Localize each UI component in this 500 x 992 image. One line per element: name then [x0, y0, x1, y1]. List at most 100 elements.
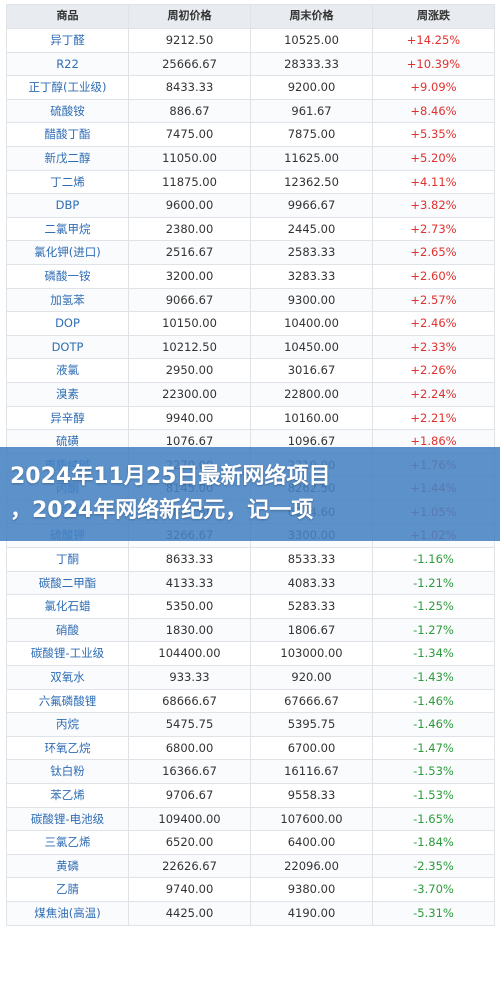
table-row: 二氯甲烷 2380.00 2445.00 +2.73%	[6, 216, 495, 242]
start-price-cell: 7475.00	[128, 122, 251, 147]
weekly-change-cell: -1.43%	[372, 665, 495, 690]
start-price-cell: 9066.67	[128, 287, 251, 313]
product-name-cell: R22	[6, 51, 129, 77]
end-price-cell: 103000.00	[250, 641, 373, 667]
product-name-cell: 丁二烯	[6, 169, 129, 195]
price-table-container: 商品 周初价格 周末价格 周涨跌 异丁醛 9212.50 10525.00 +14.2…	[6, 4, 495, 926]
title-banner: 2024年11月25日最新网络项目 ，2024年网络新纪元，记一项	[0, 447, 500, 541]
start-price-cell: 2950.00	[128, 358, 251, 383]
header-product: 商品	[6, 4, 129, 29]
weekly-change-cell: -2.35%	[372, 853, 495, 879]
table-row: DBP 9600.00 9966.67 +3.82%	[6, 193, 495, 218]
end-price-cell: 12362.50	[250, 169, 373, 195]
product-name-cell: 正丁醇(工业级)	[6, 75, 129, 100]
end-price-cell: 28333.33	[250, 51, 373, 77]
end-price-cell: 9558.33	[250, 783, 373, 808]
product-name-cell: 乙腈	[6, 877, 129, 902]
start-price-cell: 104400.00	[128, 641, 251, 667]
table-row: 氯化钾(进口) 2516.67 2583.33 +2.65%	[6, 240, 495, 265]
end-price-cell: 4083.33	[250, 570, 373, 596]
product-name-cell: 异丁醛	[6, 28, 129, 53]
end-price-cell: 5283.33	[250, 594, 373, 619]
end-price-cell: 4190.00	[250, 900, 373, 926]
start-price-cell: 10212.50	[128, 334, 251, 360]
start-price-cell: 22626.67	[128, 853, 251, 879]
table-row: 氯化石蜡 5350.00 5283.33 -1.25%	[6, 594, 495, 619]
product-name-cell: 黄磷	[6, 853, 129, 879]
product-name-cell: 环氧乙烷	[6, 735, 129, 761]
weekly-change-cell: +9.09%	[372, 75, 495, 100]
weekly-change-cell: +4.11%	[372, 169, 495, 195]
end-price-cell: 3016.67	[250, 358, 373, 383]
start-price-cell: 6800.00	[128, 735, 251, 761]
product-name-cell: 磷酸一铵	[6, 263, 129, 289]
end-price-cell: 22800.00	[250, 381, 373, 407]
weekly-change-cell: +14.25%	[372, 28, 495, 53]
end-price-cell: 9966.67	[250, 193, 373, 218]
start-price-cell: 8633.33	[128, 547, 251, 572]
weekly-change-cell: +8.46%	[372, 98, 495, 124]
weekly-change-cell: +5.20%	[372, 145, 495, 171]
start-price-cell: 11875.00	[128, 169, 251, 195]
table-row: 钛白粉 16366.67 16116.67 -1.53%	[6, 759, 495, 784]
table-row: 硫酸铵 886.67 961.67 +8.46%	[6, 98, 495, 124]
end-price-cell: 7875.00	[250, 122, 373, 147]
table-row: 丁酮 8633.33 8533.33 -1.16%	[6, 547, 495, 572]
table-row: 丙烷 5475.75 5395.75 -1.46%	[6, 712, 495, 737]
product-name-cell: 煤焦油(高温)	[6, 900, 129, 926]
end-price-cell: 920.00	[250, 665, 373, 690]
start-price-cell: 10150.00	[128, 311, 251, 336]
table-row: 六氟磷酸锂 68666.67 67666.67 -1.46%	[6, 688, 495, 714]
start-price-cell: 16366.67	[128, 759, 251, 784]
weekly-change-cell: +2.65%	[372, 240, 495, 265]
start-price-cell: 9212.50	[128, 28, 251, 53]
end-price-cell: 6700.00	[250, 735, 373, 761]
end-price-cell: 5395.75	[250, 712, 373, 737]
start-price-cell: 11050.00	[128, 145, 251, 171]
weekly-change-cell: -1.47%	[372, 735, 495, 761]
end-price-cell: 3283.33	[250, 263, 373, 289]
weekly-change-cell: -1.16%	[372, 547, 495, 572]
product-name-cell: 丙烷	[6, 712, 129, 737]
end-price-cell: 10400.00	[250, 311, 373, 336]
weekly-change-cell: -1.53%	[372, 783, 495, 808]
weekly-change-cell: +2.46%	[372, 311, 495, 336]
start-price-cell: 9706.67	[128, 783, 251, 808]
product-name-cell: 氯化石蜡	[6, 594, 129, 619]
weekly-change-cell: -1.84%	[372, 830, 495, 855]
table-row: DOP 10150.00 10400.00 +2.46%	[6, 311, 495, 336]
end-price-cell: 2583.33	[250, 240, 373, 265]
product-name-cell: 二氯甲烷	[6, 216, 129, 242]
end-price-cell: 22096.00	[250, 853, 373, 879]
table-row: 苯乙烯 9706.67 9558.33 -1.53%	[6, 783, 495, 808]
product-name-cell: 溴素	[6, 381, 129, 407]
start-price-cell: 8433.33	[128, 75, 251, 100]
table-row: 乙腈 9740.00 9380.00 -3.70%	[6, 877, 495, 902]
weekly-change-cell: +2.33%	[372, 334, 495, 360]
end-price-cell: 11625.00	[250, 145, 373, 171]
end-price-cell: 9200.00	[250, 75, 373, 100]
end-price-cell: 9380.00	[250, 877, 373, 902]
weekly-change-cell: -1.46%	[372, 712, 495, 737]
table-row: 三氯乙烯 6520.00 6400.00 -1.84%	[6, 830, 495, 855]
product-name-cell: 加氢苯	[6, 287, 129, 313]
weekly-change-cell: -1.53%	[372, 759, 495, 784]
table-row: 液氯 2950.00 3016.67 +2.26%	[6, 358, 495, 383]
end-price-cell: 2445.00	[250, 216, 373, 242]
weekly-change-cell: +2.57%	[372, 287, 495, 313]
table-row: 异辛醇 9940.00 10160.00 +2.21%	[6, 405, 495, 431]
end-price-cell: 16116.67	[250, 759, 373, 784]
table-row: 新戊二醇 11050.00 11625.00 +5.20%	[6, 145, 495, 171]
weekly-change-cell: -1.21%	[372, 570, 495, 596]
product-name-cell: 硝酸	[6, 617, 129, 643]
end-price-cell: 10450.00	[250, 334, 373, 360]
banner-title-line-2: ，2024年网络新纪元，记一项	[10, 498, 314, 523]
table-row: R22 25666.67 28333.33 +10.39%	[6, 51, 495, 77]
table-row: 环氧乙烷 6800.00 6700.00 -1.47%	[6, 735, 495, 761]
weekly-change-cell: -1.65%	[372, 806, 495, 832]
end-price-cell: 8533.33	[250, 547, 373, 572]
product-name-cell: 醋酸丁酯	[6, 122, 129, 147]
weekly-change-cell: -1.27%	[372, 617, 495, 643]
weekly-change-cell: -1.34%	[372, 641, 495, 667]
table-row: 黄磷 22626.67 22096.00 -2.35%	[6, 853, 495, 879]
